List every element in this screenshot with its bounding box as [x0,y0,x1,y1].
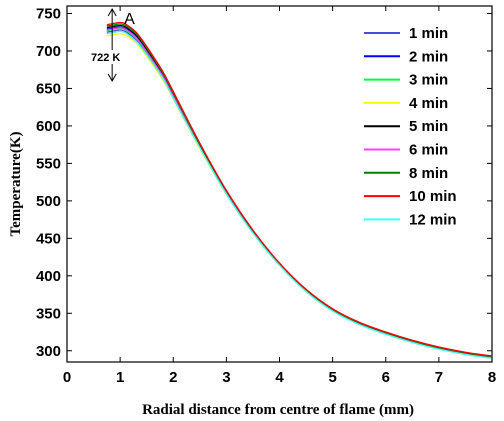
y-tick-label: 750 [36,5,61,22]
annotation-peak-value: 722 K [91,52,120,64]
y-tick-label: 600 [36,118,61,135]
legend-label: 1 min [409,25,448,42]
peak-arrow-down-head [107,73,117,82]
legend-label: 12 min [409,211,457,228]
legend-label: 3 min [409,72,448,89]
y-tick-label: 450 [36,230,61,247]
legend-label: 8 min [409,165,448,182]
y-tick-label: 350 [36,305,61,322]
series-line-10-min [106,21,493,357]
legend-label: 6 min [409,142,448,159]
legend-label: 4 min [409,95,448,112]
y-tick-label: 500 [36,193,61,210]
y-axis-title: Temperature(K) [8,132,24,237]
x-tick-label: 3 [222,369,230,386]
x-tick-label: 4 [275,369,284,386]
y-tick-label: 400 [36,268,61,285]
series-line-12-min [106,30,493,359]
legend: 1 min 2 min 3 min 4 min 5 min 6 min 8 min 10 mi… [364,25,457,228]
x-tick-label: 5 [328,369,336,386]
x-tick-label: 2 [169,369,177,386]
annotation-layer: A 722 K [90,7,135,82]
annotation-peak-letter: A [124,11,135,28]
y-tick-label: 300 [36,343,61,360]
y-tick-label: 550 [36,155,61,172]
x-tick-label: 0 [63,369,71,386]
x-tick-label: 6 [382,369,390,386]
legend-label: 2 min [409,48,448,65]
annotation-value-bg [90,50,131,64]
x-tick-label: 7 [435,369,443,386]
series-layer [106,21,493,359]
legend-label: 10 min [409,188,457,205]
x-tick-label: 8 [488,369,496,386]
x-tick-label: 1 [116,369,124,386]
y-tick-label: 700 [36,43,61,60]
x-axis-title: Radial distance from centre of flame (mm… [142,402,414,418]
y-tick-label: 650 [36,80,61,97]
legend-label: 5 min [409,118,448,135]
ticks-layer: 0 1 2 3 4 5 6 7 8 300 350 400 450 500 550 600 650 700 750 [36,5,496,386]
peak-arrow-up-head [107,7,117,17]
